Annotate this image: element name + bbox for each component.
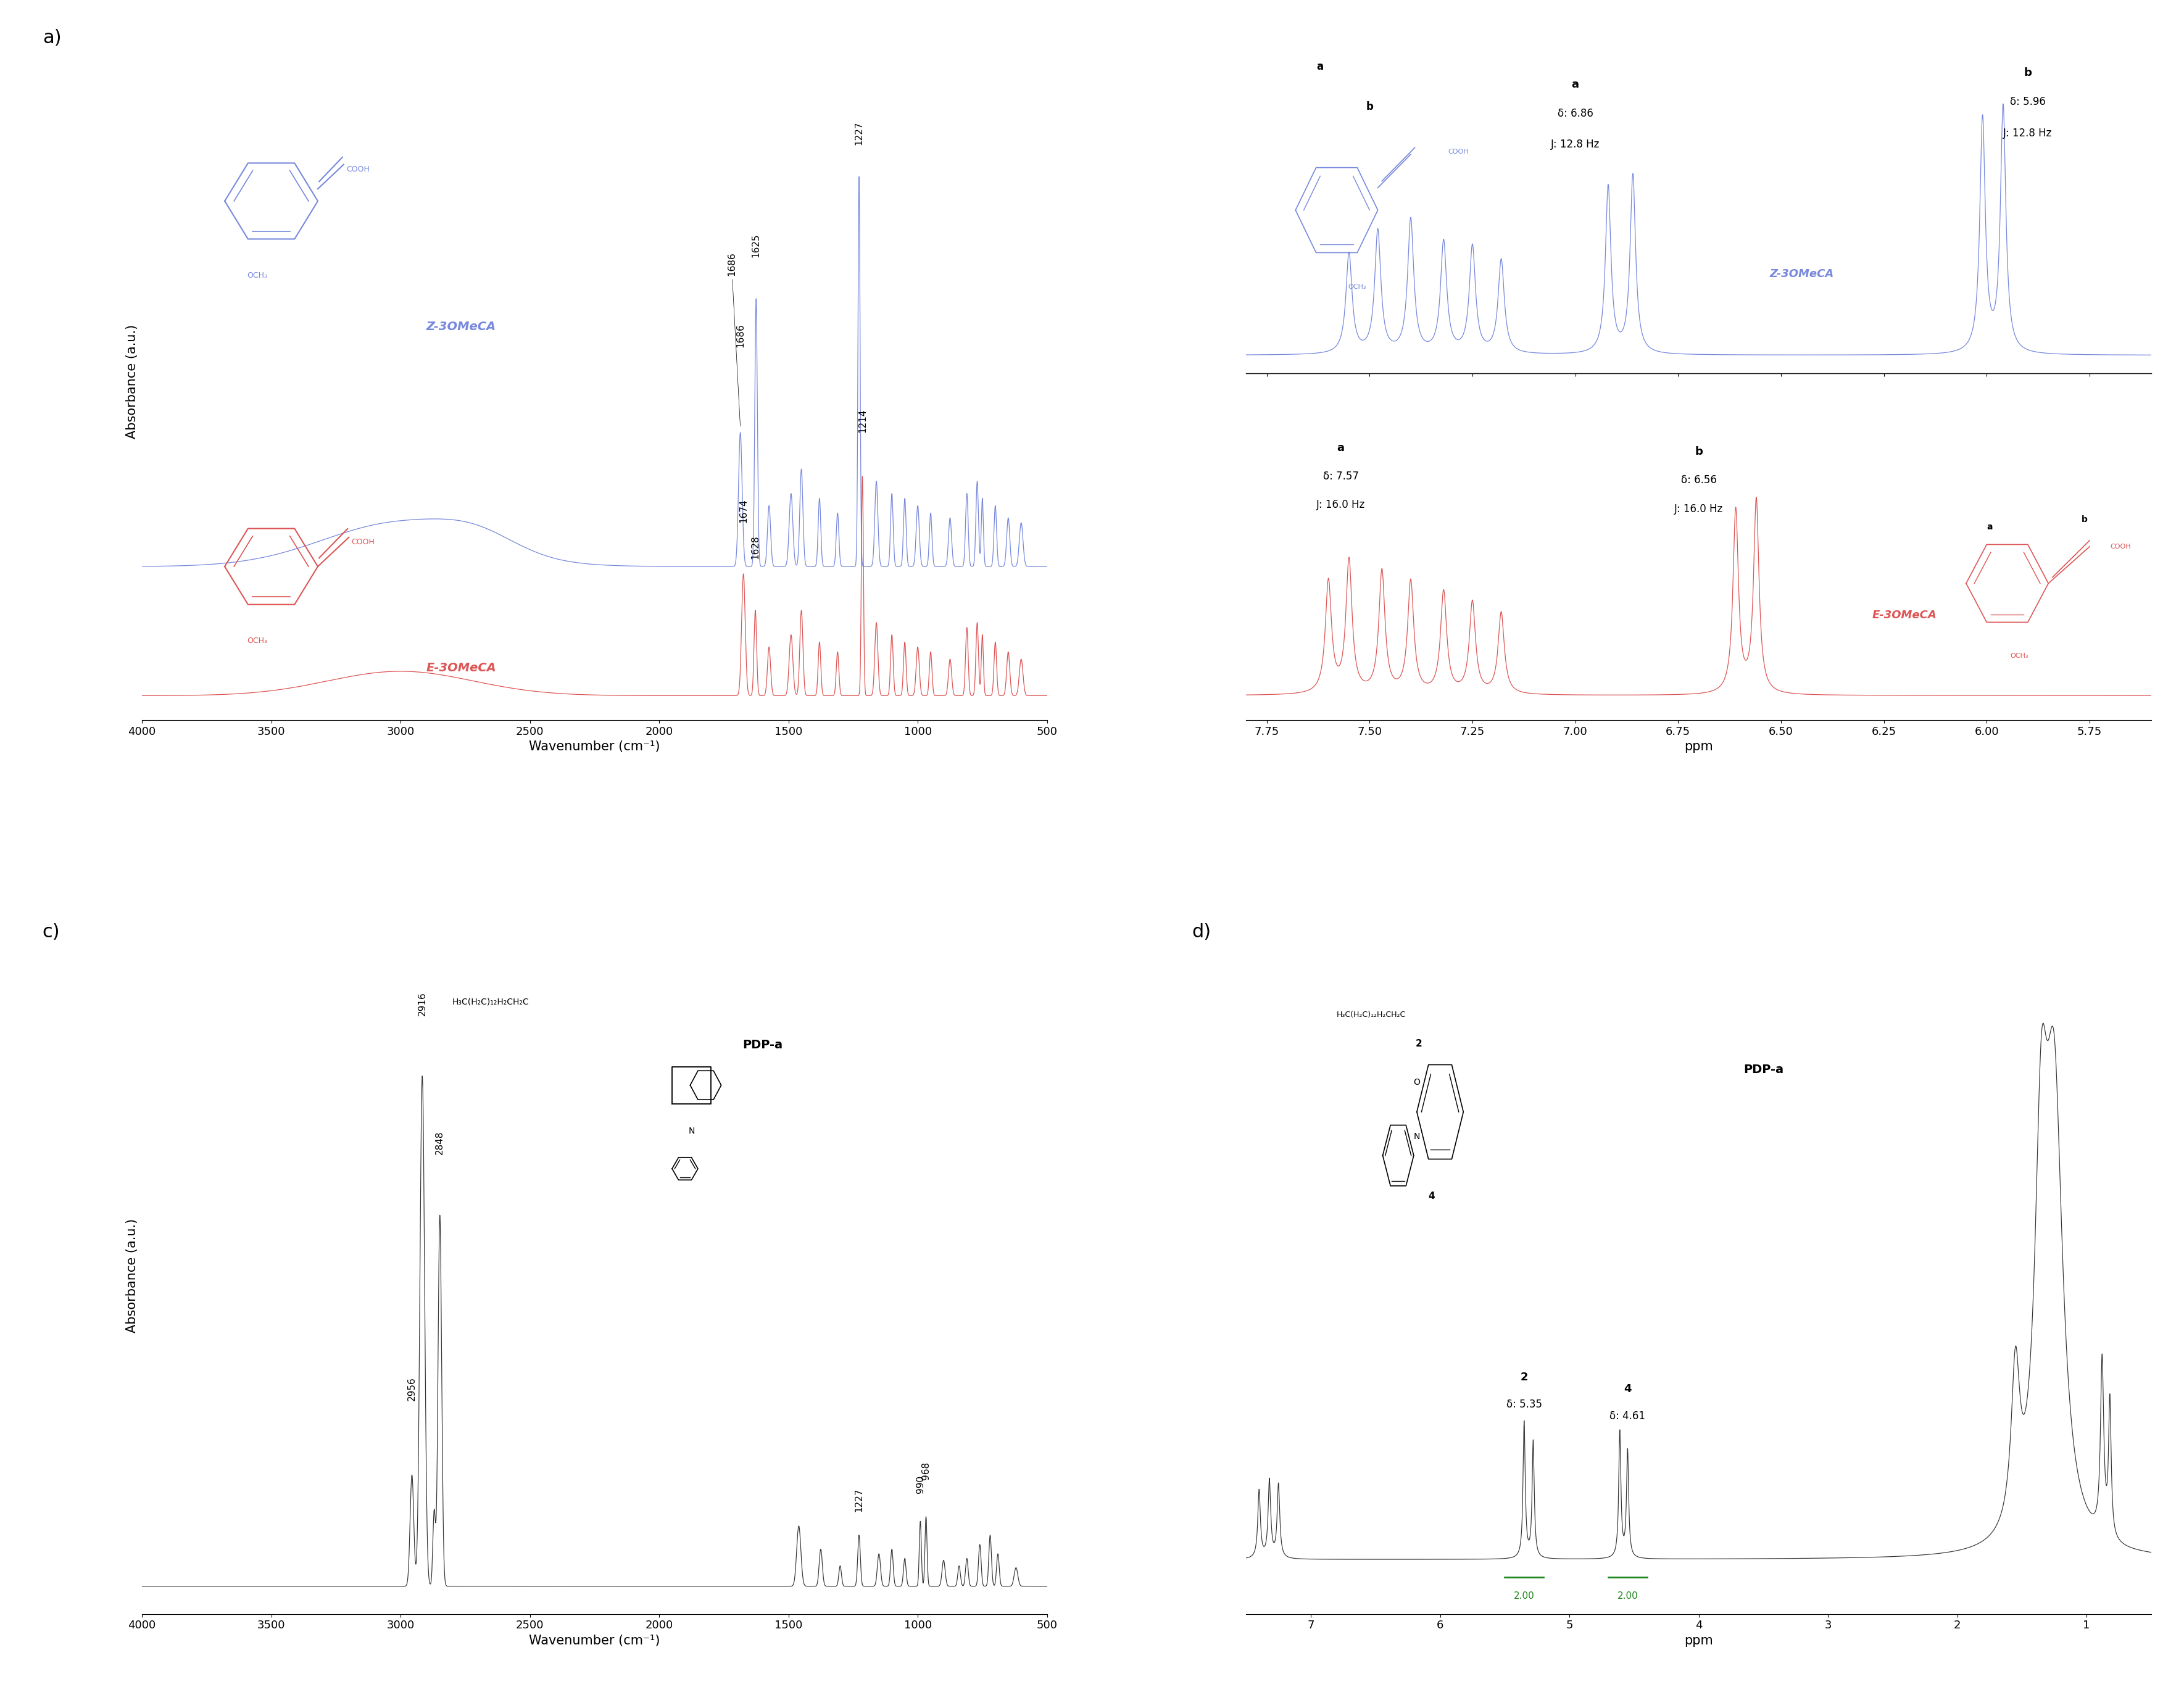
Text: N: N	[688, 1127, 695, 1136]
Text: O: O	[1413, 1078, 1420, 1086]
Text: 968: 968	[922, 1462, 930, 1479]
Text: δ: 6.56: δ: 6.56	[1682, 475, 1717, 485]
Text: J: 16.0 Hz: J: 16.0 Hz	[1675, 504, 1723, 514]
Y-axis label: Absorbance (a.u.): Absorbance (a.u.)	[127, 325, 138, 439]
Text: b: b	[1695, 446, 1704, 458]
Text: N: N	[1413, 1132, 1420, 1141]
Text: Z-3OMeCA: Z-3OMeCA	[1769, 268, 1835, 280]
Text: OCH₃: OCH₃	[2011, 652, 2029, 659]
Text: Z-3OMeCA: Z-3OMeCA	[426, 321, 496, 333]
Text: a: a	[1572, 79, 1579, 91]
Text: 2: 2	[1415, 1038, 1422, 1049]
Text: PDP-a: PDP-a	[743, 1038, 782, 1050]
X-axis label: ppm: ppm	[1684, 1635, 1712, 1647]
Text: a): a)	[41, 29, 61, 48]
Text: 2: 2	[1520, 1372, 1529, 1383]
Text: c): c)	[41, 924, 61, 941]
Y-axis label: Absorbance (a.u.): Absorbance (a.u.)	[127, 1218, 138, 1332]
Text: 1227: 1227	[854, 121, 863, 145]
Text: a: a	[1317, 61, 1324, 72]
X-axis label: Wavenumber (cm⁻¹): Wavenumber (cm⁻¹)	[529, 741, 660, 753]
Text: 2848: 2848	[435, 1131, 446, 1155]
Text: δ: 5.35: δ: 5.35	[1507, 1399, 1542, 1411]
Text: 990: 990	[915, 1476, 926, 1493]
Text: J: 12.8 Hz: J: 12.8 Hz	[2003, 128, 2053, 138]
Text: E-3OMeCA: E-3OMeCA	[1872, 610, 1937, 620]
Text: a: a	[1987, 523, 1992, 531]
Text: 1686: 1686	[727, 253, 740, 425]
X-axis label: Wavenumber (cm⁻¹): Wavenumber (cm⁻¹)	[529, 1635, 660, 1647]
Text: 1628: 1628	[751, 535, 760, 559]
Text: 2.00: 2.00	[1514, 1592, 1535, 1600]
Text: 2916: 2916	[417, 992, 426, 1016]
X-axis label: ppm: ppm	[1684, 741, 1712, 753]
Text: 4: 4	[1623, 1383, 1631, 1395]
Text: a: a	[1337, 442, 1345, 453]
Text: 4: 4	[1428, 1192, 1435, 1201]
Text: δ: 6.86: δ: 6.86	[1557, 108, 1592, 120]
Text: COOH: COOH	[1448, 149, 1468, 155]
Text: 1674: 1674	[738, 499, 749, 523]
Text: 2.00: 2.00	[1616, 1592, 1638, 1600]
Text: OCH₃: OCH₃	[247, 272, 266, 278]
Text: COOH: COOH	[2110, 543, 2132, 550]
Text: J: 16.0 Hz: J: 16.0 Hz	[1317, 499, 1365, 511]
Text: δ: 5.96: δ: 5.96	[2009, 97, 2046, 108]
Text: 1686: 1686	[736, 323, 745, 347]
Text: H₃C(H₂C)₁₂H₂CH₂C: H₃C(H₂C)₁₂H₂CH₂C	[452, 997, 529, 1006]
Text: 1214: 1214	[858, 408, 867, 432]
Text: 1625: 1625	[751, 234, 760, 258]
Text: δ: 4.61: δ: 4.61	[1610, 1411, 1645, 1421]
Text: OCH₃: OCH₃	[1348, 284, 1367, 290]
Text: δ: 7.57: δ: 7.57	[1324, 471, 1358, 482]
Text: OCH₃: OCH₃	[247, 637, 266, 644]
Text: H₃C(H₂C)₁₂H₂CH₂C: H₃C(H₂C)₁₂H₂CH₂C	[1337, 1011, 1406, 1018]
Text: b: b	[1365, 101, 1374, 113]
Text: d): d)	[1192, 924, 1212, 941]
Text: 2956: 2956	[406, 1377, 417, 1401]
Text: J: 12.8 Hz: J: 12.8 Hz	[1551, 138, 1599, 150]
Text: b: b	[2081, 516, 2088, 524]
Text: COOH: COOH	[352, 538, 376, 547]
Text: COOH: COOH	[345, 166, 369, 174]
Text: PDP-a: PDP-a	[1743, 1064, 1784, 1076]
Text: 1227: 1227	[854, 1488, 863, 1512]
Text: b: b	[2025, 68, 2031, 79]
Text: E-3OMeCA: E-3OMeCA	[426, 663, 496, 673]
